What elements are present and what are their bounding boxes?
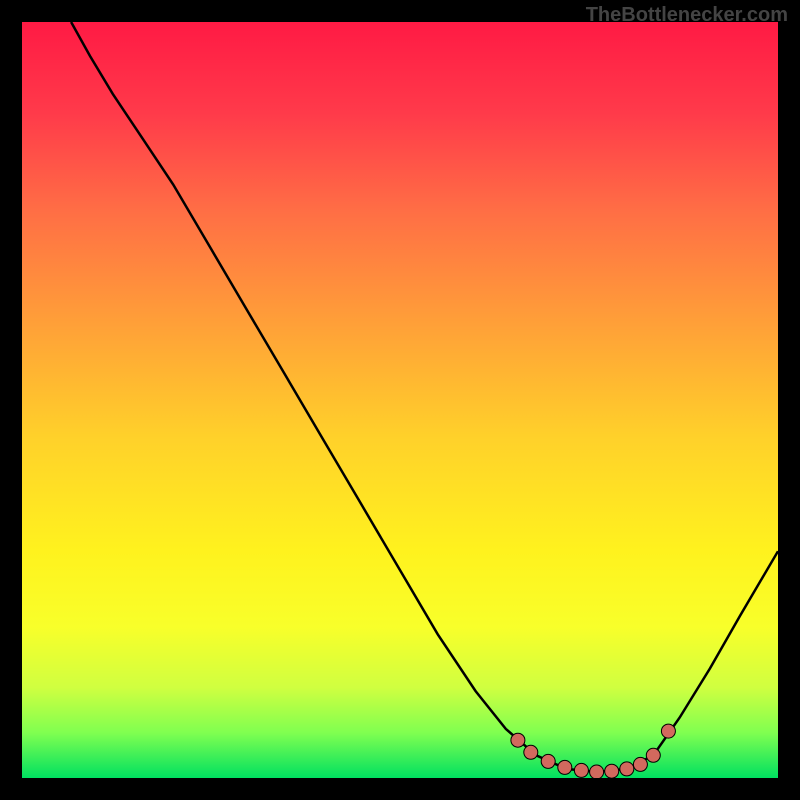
marker-point	[605, 764, 619, 778]
marker-point	[558, 760, 572, 774]
marker-point	[646, 748, 660, 762]
optimal-range-markers	[511, 724, 676, 778]
marker-point	[590, 765, 604, 778]
marker-point	[574, 763, 588, 777]
marker-point	[524, 745, 538, 759]
marker-point	[511, 733, 525, 747]
marker-point	[661, 724, 675, 738]
chart-curve-layer	[22, 22, 778, 778]
watermark-text: TheBottlenecker.com	[586, 4, 788, 27]
marker-point	[633, 757, 647, 771]
chart-plot-area	[22, 22, 778, 778]
bottleneck-curve	[71, 22, 778, 772]
marker-point	[541, 754, 555, 768]
marker-point	[620, 762, 634, 776]
